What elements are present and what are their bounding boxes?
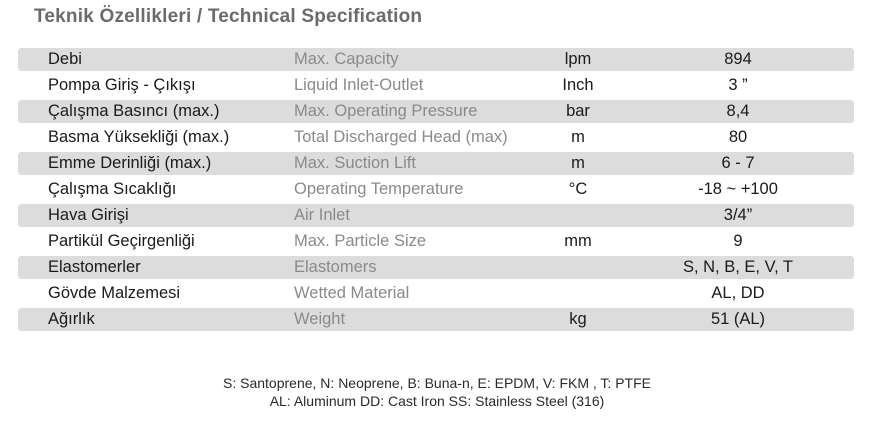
spec-row-inlet-outlet: Pompa Giriş - Çıkışı Liquid Inlet-Outlet… [18,74,854,97]
spec-unit: mm [564,232,592,250]
spec-label-tr: Elastomerler [48,258,141,276]
spec-label-tr: Çalışma Basıncı (max.) [48,102,220,120]
spec-table: Debi Max. Capacity lpm 894 Pompa Giriş -… [18,48,854,334]
spec-unit: m [571,128,585,146]
spec-value: 894 [724,50,752,68]
spec-label-tr: Emme Derinliği (max.) [48,154,212,172]
spec-value: 80 [728,128,748,146]
spec-label-tr: Basma Yüksekliği (max.) [48,128,230,146]
spec-label-en: Max. Particle Size [294,232,427,250]
spec-label-tr: Hava Girişi [48,206,129,224]
spec-row-temperature: Çalışma Sıcaklığı Operating Temperature … [18,178,854,201]
spec-label-tr: Gövde Malzemesi [48,284,181,302]
spec-value: 9 [733,232,743,250]
elastomer-legend: S: Santoprene, N: Neoprene, B: Buna-n, E… [223,375,651,391]
spec-label-en: Air Inlet [294,206,350,224]
spec-row-particle-size: Partikül Geçirgenliği Max. Particle Size… [18,230,854,253]
legend-notes: S: Santoprene, N: Neoprene, B: Buna-n, E… [0,374,874,410]
spec-label-en: Max. Capacity [294,50,399,68]
spec-value: 3 ” [728,76,748,94]
spec-row-air-inlet: Hava Girişi Air Inlet 3/4” [18,204,854,227]
spec-value: 8,4 [726,102,750,120]
spec-label-tr: Pompa Giriş - Çıkışı [48,76,196,94]
spec-value: AL, DD [711,284,765,302]
spec-value: S, N, B, E, V, T [682,258,794,276]
spec-row-wetted-material: Gövde Malzemesi Wetted Material AL, DD [18,282,854,305]
spec-label-en: Max. Operating Pressure [294,102,478,120]
spec-row-weight: Ağırlık Weight kg 51 (AL) [18,308,854,331]
spec-label-en: Weight [294,310,346,328]
spec-row-pressure: Çalışma Basıncı (max.) Max. Operating Pr… [18,100,854,123]
spec-row-elastomers: Elastomerler Elastomers S, N, B, E, V, T [18,256,854,279]
spec-unit: m [571,154,585,172]
spec-label-tr: Çalışma Sıcaklığı [48,180,177,198]
spec-label-en: Max. Suction Lift [294,154,416,172]
spec-row-suction-lift: Emme Derinliği (max.) Max. Suction Lift … [18,152,854,175]
spec-label-en: Liquid Inlet-Outlet [294,76,424,94]
spec-unit: bar [566,102,590,120]
spec-label-tr: Debi [48,50,82,68]
material-legend: AL: Aluminum DD: Cast Iron SS: Stainless… [269,393,605,409]
spec-unit: lpm [564,50,592,68]
page-title: Teknik Özellikleri / Technical Specifica… [34,6,423,27]
spec-label-en: Operating Temperature [294,180,464,198]
spec-label-en: Total Discharged Head (max) [294,128,508,146]
spec-unit: Inch [562,76,594,94]
spec-unit: °C [568,180,588,198]
spec-row-head: Basma Yüksekliği (max.) Total Discharged… [18,126,854,149]
spec-label-en: Elastomers [294,258,377,276]
spec-value: 51 (AL) [710,310,766,328]
spec-label-tr: Ağırlık [48,310,95,328]
spec-label-tr: Partikül Geçirgenliği [48,232,195,250]
spec-label-en: Wetted Material [294,284,410,302]
spec-value: 6 - 7 [721,154,755,172]
spec-value: 3/4” [723,206,753,224]
spec-value: -18 ~ +100 [698,180,778,198]
spec-unit: kg [569,310,587,328]
spec-row-capacity: Debi Max. Capacity lpm 894 [18,48,854,71]
